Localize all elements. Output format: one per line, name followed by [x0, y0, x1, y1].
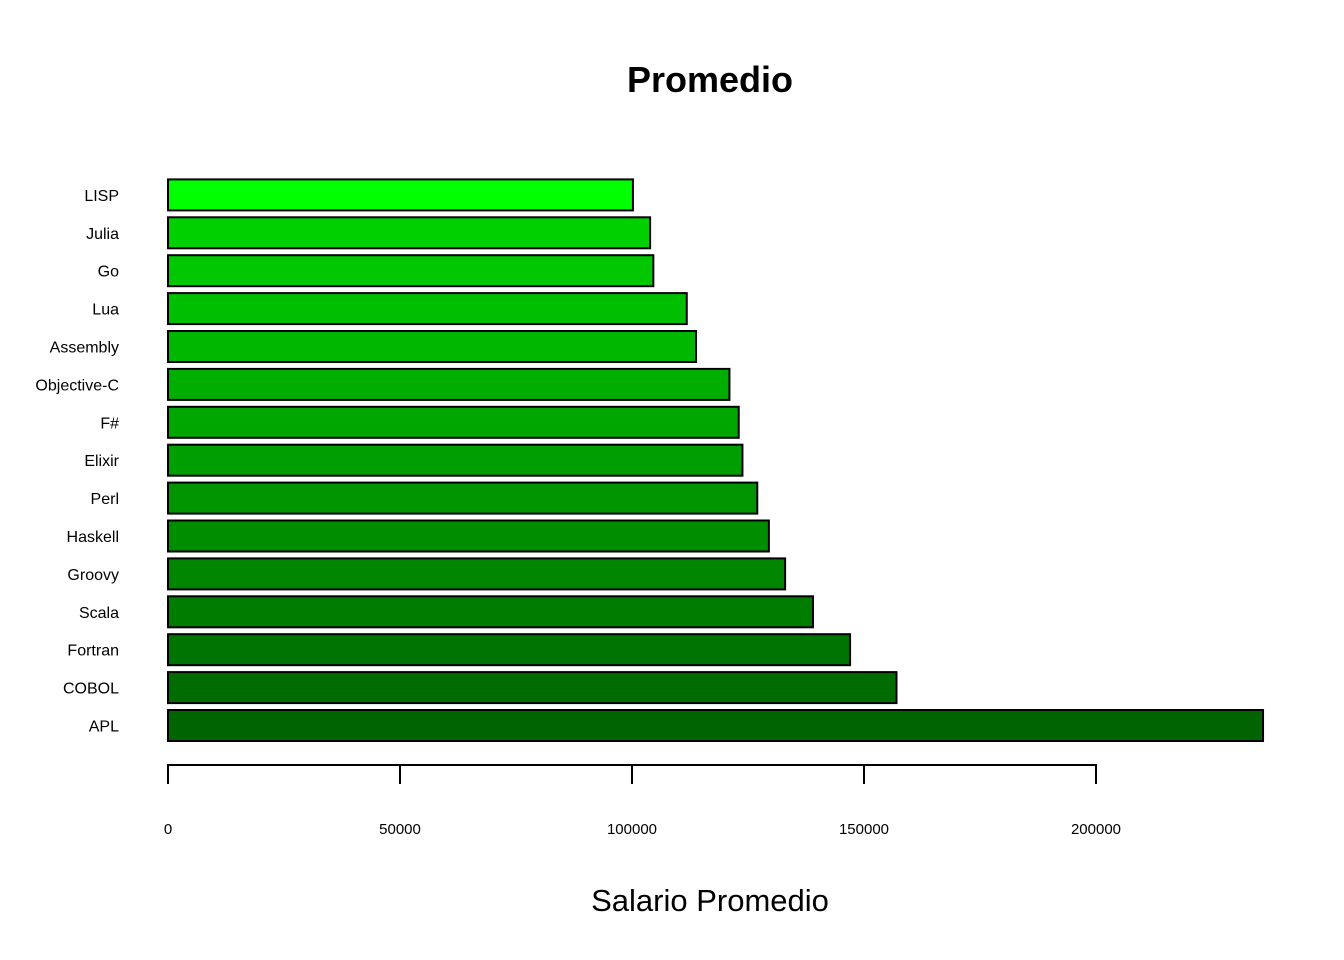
bar-lua: [167, 292, 688, 326]
x-axis-ticks: 0 50000 100000 150000 200000: [164, 764, 1121, 838]
x-axis-label: Salario Promedio: [591, 883, 829, 918]
bar-perl: [167, 481, 759, 515]
category-label: Scala: [79, 605, 119, 622]
category-labels: APL COBOL Fortran Scala Groovy Haskell Perl Eli…: [35, 188, 119, 736]
bar-cobol: [167, 671, 898, 705]
x-tick-label: 150000: [839, 821, 889, 838]
category-label: Lua: [92, 302, 119, 319]
category-label: Objective-C: [35, 377, 119, 394]
category-label: APL: [89, 719, 119, 736]
bar-assembly: [167, 330, 698, 363]
bar-f-: [167, 405, 740, 439]
chart-title: Promedio: [627, 59, 793, 100]
bar-julia: [167, 216, 652, 250]
category-label: Elixir: [84, 453, 119, 470]
bar-objective-c: [167, 367, 731, 401]
category-label: Go: [98, 264, 119, 281]
category-label: Haskell: [67, 529, 119, 546]
bar-fortran: [167, 633, 852, 667]
x-tick-label: 50000: [379, 821, 421, 838]
bar-groovy: [167, 557, 787, 591]
category-label: Assembly: [50, 340, 119, 357]
category-label: Groovy: [67, 567, 119, 584]
bar-lisp: [167, 178, 634, 212]
x-tick-label: 0: [164, 821, 172, 838]
category-label: LISP: [84, 188, 119, 205]
bar-scala: [167, 595, 814, 629]
bar-apl: [167, 709, 1265, 742]
x-tick-label: 100000: [607, 821, 657, 838]
bar-elixir: [167, 443, 744, 477]
bar-go: [167, 254, 655, 288]
x-tick-label: 200000: [1071, 821, 1121, 838]
category-label: Julia: [86, 226, 119, 243]
category-label: F#: [100, 415, 119, 432]
category-label: Fortran: [67, 643, 119, 660]
bars: [167, 178, 1265, 742]
category-label: COBOL: [63, 681, 119, 698]
bar-haskell: [167, 519, 770, 553]
category-label: Perl: [91, 491, 119, 508]
